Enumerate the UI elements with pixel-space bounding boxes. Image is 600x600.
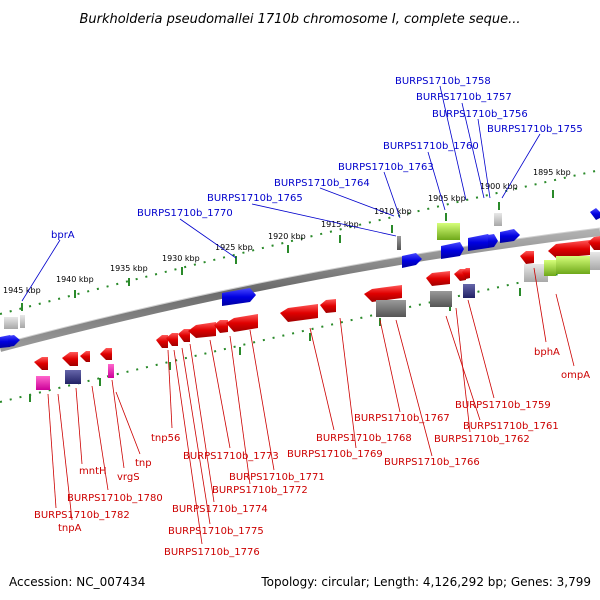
gene-label: BURPS1710b_1771: [229, 472, 325, 483]
gene-feature: [524, 264, 548, 282]
gene-label: mntH: [79, 466, 107, 477]
gene-label: BURPS1710b_1765: [207, 193, 303, 204]
gene-feature: [441, 242, 464, 259]
gene-feature: [36, 376, 50, 390]
accession-text: Accession: NC_007434: [9, 575, 145, 589]
upper-scale-ruler: [0, 169, 600, 315]
gene-feature: [166, 333, 178, 346]
lower-strand-genes: [34, 236, 600, 390]
kbp-label: 1915 kbp: [321, 220, 359, 229]
gene-feature: [188, 322, 216, 338]
gene-feature: [320, 299, 336, 313]
gene-label: BURPS1710b_1774: [172, 504, 268, 515]
gene-feature: [376, 300, 406, 317]
gene-label: vrgS: [117, 472, 140, 483]
gene-feature: [65, 370, 81, 384]
lower-scale-ruler: [0, 264, 600, 403]
gene-feature: [222, 288, 256, 306]
gene-label: tnp56: [151, 433, 180, 444]
gene-label: BURPS1710b_1782: [34, 510, 130, 521]
lower-leaders: [47, 267, 575, 545]
gene-feature: [468, 234, 494, 251]
kbp-label: 1930 kbp: [162, 254, 200, 263]
kbp-labels: 1945 kbp 1940 kbp 1935 kbp 1930 kbp 1925…: [3, 168, 571, 295]
gene-feature: [156, 335, 168, 348]
gene-label: BURPS1710b_1773: [183, 451, 279, 462]
kbp-label: 1945 kbp: [3, 286, 41, 295]
gene-label: BURPS1710b_1776: [164, 547, 260, 558]
gene-feature: [4, 317, 18, 329]
gene-label: tnpA: [58, 523, 82, 534]
gene-label: bprA: [51, 230, 75, 241]
gene-feature: [178, 329, 190, 342]
kbp-label: 1935 kbp: [110, 264, 148, 273]
gene-feature: [520, 251, 534, 264]
gene-feature: [437, 223, 460, 240]
genome-stats-text: Topology: circular; Length: 4,126,292 bp…: [260, 575, 591, 589]
gene-label: BURPS1710b_1770: [137, 208, 233, 219]
gene-feature: [280, 304, 318, 322]
kbp-label: 1925 kbp: [215, 243, 253, 252]
chromosome-backbone: [0, 228, 600, 352]
gene-label: BURPS1710b_1756: [432, 109, 528, 120]
gene-feature: [80, 351, 90, 362]
gene-feature: [100, 348, 112, 360]
gene-feature: [462, 268, 470, 279]
gene-feature: [488, 234, 498, 248]
gene-feature: [214, 320, 228, 333]
gene-feature: [226, 314, 258, 332]
gene-feature: [430, 291, 452, 307]
lower-gene-labels: bphA ompA BURPS1710b_1759 BURPS1710b_176…: [34, 347, 590, 558]
gene-label: BURPS1710b_1767: [354, 413, 450, 424]
gene-label: BURPS1710b_1775: [168, 526, 264, 537]
gene-feature: [588, 236, 600, 250]
gene-label: BURPS1710b_1769: [287, 449, 383, 460]
gene-label: BURPS1710b_1762: [434, 434, 530, 445]
gene-feature: [20, 315, 25, 328]
map-title: Burkholderia pseudomallei 1710b chromoso…: [79, 12, 520, 27]
gene-feature: [402, 253, 422, 268]
upper-gene-labels: BURPS1710b_1758 BURPS1710b_1757 BURPS171…: [51, 76, 583, 241]
gene-label: BURPS1710b_1758: [395, 76, 491, 87]
gene-feature: [108, 364, 114, 378]
gene-label: BURPS1710b_1766: [384, 457, 480, 468]
gene-label: bphA: [534, 347, 560, 358]
gene-feature: [500, 229, 520, 243]
gene-feature: [556, 256, 590, 274]
kbp-label: 1900 kbp: [480, 182, 518, 191]
gene-label: BURPS1710b_1763: [338, 162, 434, 173]
gene-feature: [590, 252, 600, 270]
gene-label: BURPS1710b_1759: [455, 400, 551, 411]
gene-feature: [463, 284, 475, 298]
gene-label: BURPS1710b_1764: [274, 178, 370, 189]
gene-label: BURPS1710b_1760: [383, 141, 479, 152]
gene-feature: [590, 208, 600, 220]
kbp-label: 1940 kbp: [56, 275, 94, 284]
gene-feature: [548, 240, 590, 258]
gene-feature: [8, 335, 20, 347]
gene-label: BURPS1710b_1768: [316, 433, 412, 444]
kbp-label: 1920 kbp: [268, 232, 306, 241]
gene-feature: [544, 260, 556, 276]
kbp-label: 1895 kbp: [533, 168, 571, 177]
gene-label: ompA: [561, 370, 590, 381]
gene-label: tnp: [135, 458, 152, 469]
kbp-label: 1905 kbp: [428, 194, 466, 203]
gene-label: BURPS1710b_1757: [416, 92, 512, 103]
kbp-label: 1910 kbp: [374, 207, 412, 216]
gene-label: BURPS1710b_1755: [487, 124, 583, 135]
gene-label: BURPS1710b_1780: [67, 493, 163, 504]
gene-feature: [364, 285, 402, 302]
upper-strand-genes: [0, 208, 600, 348]
gene-feature: [494, 213, 502, 226]
gene-feature: [426, 271, 450, 286]
gene-feature: [34, 357, 48, 370]
gene-label: BURPS1710b_1761: [463, 421, 559, 432]
upper-leaders: [21, 85, 541, 302]
gene-feature: [62, 352, 78, 366]
gene-feature: [397, 236, 401, 250]
gene-label: BURPS1710b_1772: [212, 485, 308, 496]
